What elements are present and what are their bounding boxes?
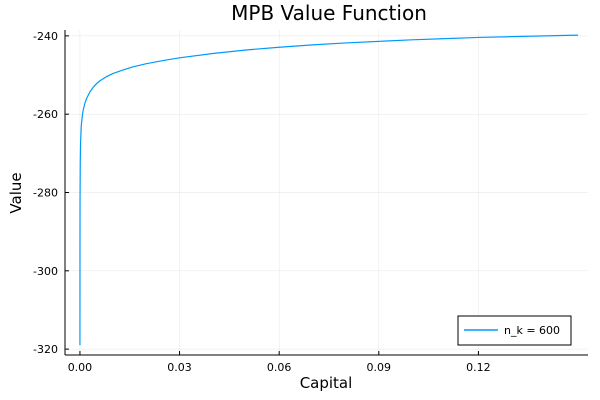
series-line — [79, 34, 579, 346]
x-tick-label: 0.03 — [167, 361, 192, 374]
legend: n_k = 600 — [457, 315, 572, 346]
y-axis-label: Value — [7, 172, 25, 213]
x-tick-label: 0.09 — [367, 361, 392, 374]
x-tick-label: 0.00 — [68, 361, 93, 374]
y-tick-label: -280 — [33, 187, 58, 200]
legend-label: n_k = 600 — [504, 324, 560, 337]
x-tick-label: 0.12 — [466, 361, 491, 374]
y-tick-label: -260 — [33, 108, 58, 121]
chart-title: MPB Value Function — [231, 1, 427, 25]
x-ticks: 0.00 0.03 0.06 0.09 0.12 — [68, 351, 491, 374]
y-tick-label: -320 — [33, 343, 58, 356]
y-tick-label: -240 — [33, 30, 58, 43]
series-layer — [79, 34, 579, 346]
y-ticks: -320 -300 -280 -260 -240 — [33, 30, 69, 356]
x-axis-label: Capital — [300, 374, 353, 392]
y-tick-label: -300 — [33, 265, 58, 278]
grid — [65, 30, 588, 355]
x-tick-label: 0.06 — [267, 361, 292, 374]
